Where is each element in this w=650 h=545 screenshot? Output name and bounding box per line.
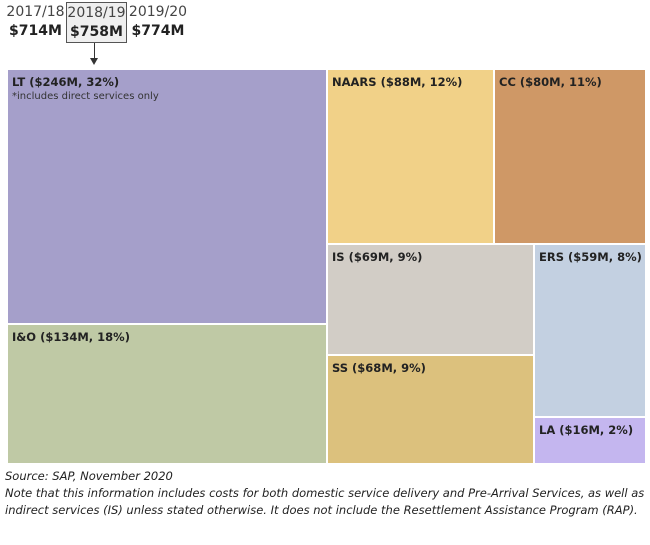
year-total: $714M — [9, 23, 62, 39]
tile-label: LT ($246M, 32%) — [12, 75, 120, 89]
treemap-tile-io[interactable]: I&O ($134M, 18%) — [7, 324, 327, 464]
tile-label: I&O ($134M, 18%) — [12, 330, 130, 344]
treemap-tile-cc[interactable]: CC ($80M, 11%) — [494, 69, 646, 244]
year-label: 2017/18 — [6, 4, 65, 20]
tile-label: IS ($69M, 9%) — [332, 250, 423, 264]
treemap-tile-ers[interactable]: ERS ($59M, 8%) — [534, 244, 646, 417]
year-option-2018-19[interactable]: 2018/19 $758M — [66, 2, 127, 43]
year-label: 2018/19 — [67, 5, 126, 21]
tile-label: NAARS ($88M, 12%) — [332, 75, 463, 89]
year-total: $758M — [70, 24, 123, 40]
tile-label: ERS ($59M, 8%) — [539, 250, 642, 264]
selection-arrow-line — [94, 43, 95, 59]
treemap-tile-lt[interactable]: LT ($246M, 32%) *includes direct services… — [7, 69, 327, 324]
tile-label: LA ($16M, 2%) — [539, 423, 634, 437]
note-text: Note that this information includes cost… — [5, 486, 645, 517]
tile-label: CC ($80M, 11%) — [499, 75, 602, 89]
tile-label: SS ($68M, 9%) — [332, 361, 426, 375]
source-text: Source: SAP, November 2020 — [5, 469, 173, 483]
year-option-2019-20[interactable]: 2019/20 $774M — [128, 2, 188, 43]
year-label: 2019/20 — [128, 4, 188, 20]
year-total: $774M — [131, 23, 185, 39]
tile-note: *includes direct services only — [12, 91, 159, 102]
footer: Source: SAP, November 2020 Note that thi… — [5, 468, 645, 519]
treemap-tile-la[interactable]: LA ($16M, 2%) — [534, 417, 646, 464]
treemap-tile-ss[interactable]: SS ($68M, 9%) — [327, 355, 534, 464]
year-option-2017-18[interactable]: 2017/18 $714M — [6, 2, 65, 43]
treemap-tile-naars[interactable]: NAARS ($88M, 12%) — [327, 69, 494, 244]
treemap-tile-is[interactable]: IS ($69M, 9%) — [327, 244, 534, 355]
selection-arrow-head — [90, 58, 98, 65]
